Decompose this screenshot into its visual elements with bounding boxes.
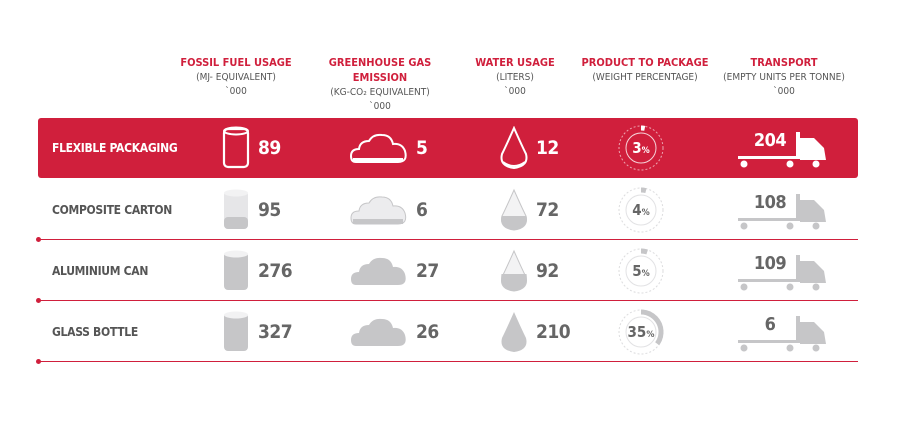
water-drop-icon [500,126,528,170]
water-usage-value: 72 [536,199,559,221]
row-divider-dot [36,359,41,364]
row-divider [38,300,858,301]
fossil-fuel-value: 95 [258,199,281,221]
header-title: PRODUCT TO PACKAGE [581,56,709,69]
header-title: GREENHOUSE GAS EMISSION [328,56,432,84]
greenhouse-gas-value: 27 [416,260,439,282]
row-divider-dot [36,237,41,242]
product-to-package-value: 4% [632,201,650,219]
product-to-package-value: 5% [632,262,650,280]
cylinder-icon [224,250,248,290]
water-usage-value: 92 [536,260,559,282]
greenhouse-gas-value: 26 [416,321,439,343]
row-label: ALUMINIUM CAN [52,264,149,278]
row-label: COMPOSITE CARTON [52,203,173,217]
row-divider [38,361,858,362]
cylinder-icon [222,126,250,169]
header-transport: TRANSPORT (EMPTY UNITS PER TONNE) `000 [709,56,859,99]
row-divider-dot [36,298,41,303]
transport-value: 109 [753,253,787,274]
table-row: ALUMINIUM CAN 276 27 92 5% 109 [36,241,858,303]
table-row: COMPOSITE CARTON 95 6 72 4% 108 [36,180,858,242]
percent-ring-icon [618,309,664,355]
percent-ring-icon [618,248,664,294]
header-subtitle: (KG-CO₂ EQUIVALENT) [330,87,430,98]
cloud-icon [351,257,406,285]
product-to-package-value: 35% [627,323,655,341]
water-drop-icon [501,188,527,231]
fossil-fuel-value: 89 [258,137,281,159]
header-unit: `000 [369,101,391,112]
header-water-usage: WATER USAGE (LITERS) `000 [440,56,590,99]
header-subtitle: (EMPTY UNITS PER TONNE) [723,72,845,83]
transport-value: 204 [753,130,787,151]
header-unit: `000 [225,86,247,97]
cylinder-icon [224,189,248,229]
truck-icon [738,316,826,352]
greenhouse-gas-value: 6 [416,199,428,221]
percent-ring-icon [618,187,664,233]
header-greenhouse-gas: GREENHOUSE GAS EMISSION (KG-CO₂ EQUIVALEN… [305,56,455,114]
water-drop-icon [501,249,527,292]
cloud-icon [350,133,407,163]
cylinder-icon [224,311,248,351]
truck-icon [738,132,826,168]
header-product-to-package: PRODUCT TO PACKAGE (WEIGHT PERCENTAGE) [570,56,720,85]
row-label: FLEXIBLE PACKAGING [52,141,178,155]
water-drop-icon [501,312,527,352]
header-unit: `000 [504,86,526,97]
greenhouse-gas-value: 5 [416,137,428,159]
header-title: TRANSPORT [750,56,818,69]
row-label: GLASS BOTTLE [52,325,138,339]
transport-value: 6 [764,314,776,335]
cloud-icon [351,318,406,346]
header-title: WATER USAGE [475,56,555,69]
table-row: FLEXIBLE PACKAGING 89 5 12 3% 204 [38,118,858,178]
header-subtitle: (LITERS) [496,72,534,83]
truck-icon [738,194,826,230]
fossil-fuel-value: 327 [258,321,293,343]
fossil-fuel-value: 276 [258,260,293,282]
percent-ring: 5% [616,246,666,296]
header-unit: `000 [773,86,795,97]
truck-icon [738,255,826,291]
product-to-package-value: 3% [632,139,650,157]
transport-value: 108 [753,192,787,213]
table-row: GLASS BOTTLE 327 26 210 35% 6 [36,302,858,364]
header-subtitle: (WEIGHT PERCENTAGE) [592,72,698,83]
header-subtitle: (MJ- EQUIVALENT) [196,72,276,83]
header-fossil-fuel: FOSSIL FUEL USAGE (MJ- EQUIVALENT) `000 [161,56,311,99]
row-divider [38,239,858,240]
cloud-icon [350,196,407,225]
water-usage-value: 12 [536,137,559,159]
percent-ring: 4% [616,185,666,235]
percent-ring: 3% [616,123,666,173]
water-usage-value: 210 [536,321,571,343]
header-title: FOSSIL FUEL USAGE [180,56,292,69]
percent-ring: 35% [616,307,666,357]
percent-ring-icon [618,125,664,171]
